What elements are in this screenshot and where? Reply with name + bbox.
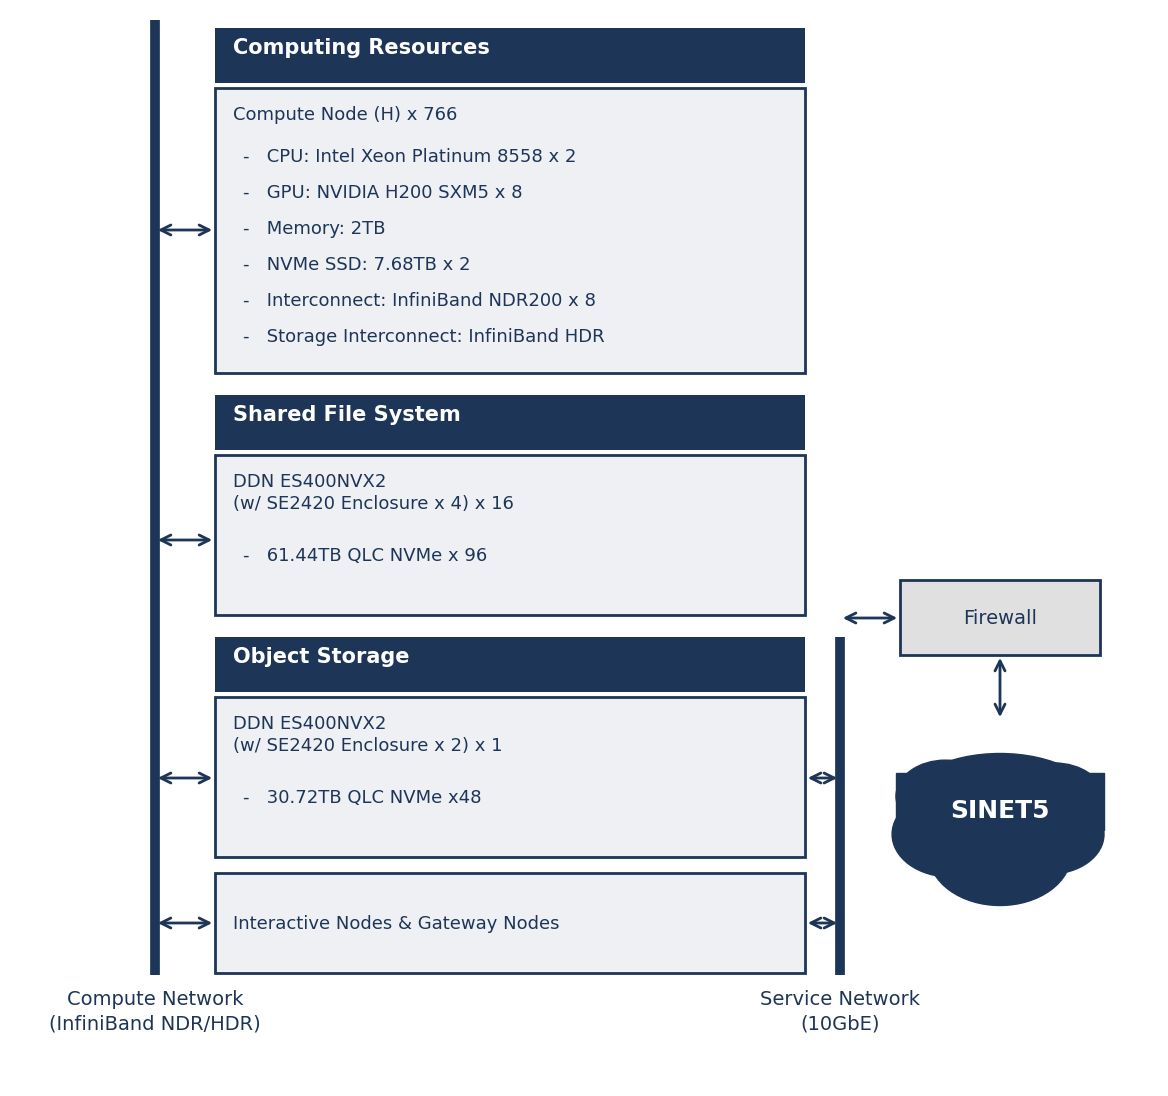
- Ellipse shape: [1006, 763, 1104, 835]
- Text: -   Interconnect: InfiniBand NDR200 x 8: - Interconnect: InfiniBand NDR200 x 8: [243, 292, 596, 310]
- Ellipse shape: [995, 795, 1104, 875]
- Text: Compute Network
(InfiniBand NDR/HDR): Compute Network (InfiniBand NDR/HDR): [49, 990, 260, 1034]
- Bar: [215, 697, 805, 857]
- Bar: [215, 455, 805, 615]
- Ellipse shape: [896, 761, 995, 832]
- Text: Computing Resources: Computing Resources: [232, 38, 489, 58]
- Text: DDN ES400NVX2
(w/ SE2420 Enclosure x 2) x 1: DDN ES400NVX2 (w/ SE2420 Enclosure x 2) …: [232, 715, 502, 755]
- Text: DDN ES400NVX2
(w/ SE2420 Enclosure x 4) x 16: DDN ES400NVX2 (w/ SE2420 Enclosure x 4) …: [232, 473, 514, 513]
- Text: Service Network
(10GbE): Service Network (10GbE): [760, 990, 920, 1034]
- Text: -   NVMe SSD: 7.68TB x 2: - NVMe SSD: 7.68TB x 2: [243, 256, 471, 274]
- Bar: [901, 580, 1100, 655]
- Text: -   Storage Interconnect: InfiniBand HDR: - Storage Interconnect: InfiniBand HDR: [243, 328, 605, 346]
- Text: SINET5: SINET5: [951, 799, 1050, 822]
- Bar: [215, 88, 805, 373]
- Ellipse shape: [892, 791, 1009, 877]
- Text: Object Storage: Object Storage: [232, 647, 410, 667]
- Text: -   61.44TB QLC NVMe x 96: - 61.44TB QLC NVMe x 96: [243, 547, 487, 566]
- Bar: [215, 637, 805, 692]
- Text: -   30.72TB QLC NVMe x48: - 30.72TB QLC NVMe x48: [243, 789, 481, 807]
- Ellipse shape: [903, 754, 1098, 858]
- Bar: [215, 395, 805, 450]
- Bar: [215, 28, 805, 83]
- Bar: [896, 773, 1104, 830]
- Text: -   Memory: 2TB: - Memory: 2TB: [243, 220, 385, 238]
- Text: Shared File System: Shared File System: [232, 406, 460, 425]
- Text: Firewall: Firewall: [962, 609, 1037, 628]
- Text: Interactive Nodes & Gateway Nodes: Interactive Nodes & Gateway Nodes: [232, 915, 559, 933]
- Ellipse shape: [929, 801, 1071, 905]
- Bar: [215, 874, 805, 973]
- Text: -   CPU: Intel Xeon Platinum 8558 x 2: - CPU: Intel Xeon Platinum 8558 x 2: [243, 148, 576, 165]
- Text: Compute Node (H) x 766: Compute Node (H) x 766: [232, 106, 458, 124]
- Text: -   GPU: NVIDIA H200 SXM5 x 8: - GPU: NVIDIA H200 SXM5 x 8: [243, 184, 522, 202]
